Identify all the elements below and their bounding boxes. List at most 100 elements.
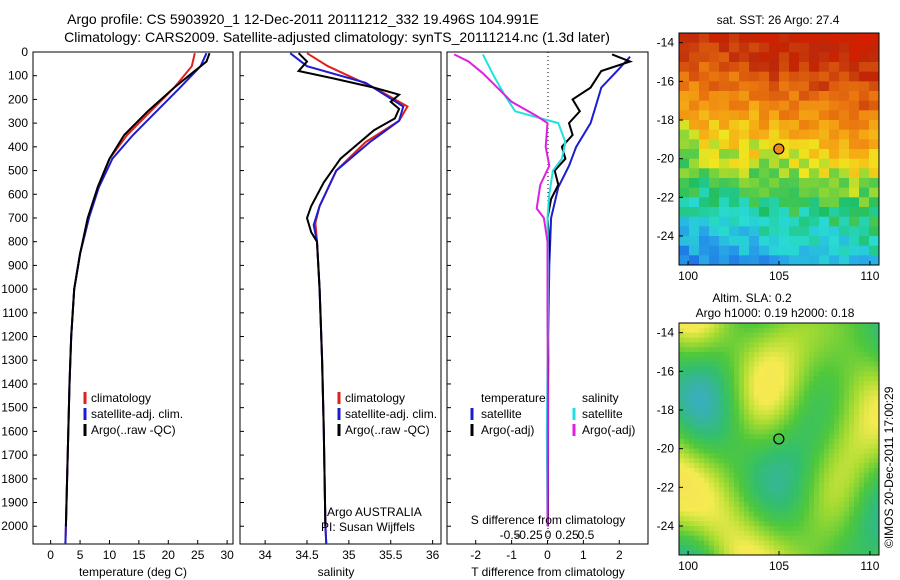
sla-cell [689, 381, 695, 387]
sla-cell [869, 463, 875, 469]
sla-cell [844, 381, 850, 387]
sst-cell [829, 197, 840, 208]
sla-cell [824, 482, 830, 488]
sla-cell [709, 487, 715, 493]
sla-cell [874, 477, 880, 483]
sst-cell [679, 149, 690, 160]
sla-cell [829, 405, 835, 411]
sla-cell [744, 410, 750, 416]
sla-cell [809, 535, 815, 541]
sst-cell [679, 168, 690, 179]
sst-cell [799, 110, 810, 121]
sla-cell [769, 458, 775, 464]
sla-cell [709, 535, 715, 541]
sla-cell [744, 511, 750, 517]
sla-cell [724, 477, 730, 483]
sla-cell [749, 352, 755, 358]
map-x-tick-label: 100 [678, 559, 698, 573]
sla-cell [684, 439, 690, 445]
sla-cell [729, 530, 735, 537]
sla-cell [679, 477, 685, 483]
sst-cell [689, 255, 700, 266]
sla-cell [864, 492, 870, 498]
sla-cell [769, 511, 775, 517]
sla-cell [859, 323, 865, 329]
sla-cell [819, 385, 825, 392]
sla-cell [689, 545, 695, 551]
sla-cell [804, 550, 810, 556]
sla-cell [699, 366, 705, 372]
sla-cell [844, 453, 850, 459]
sla-cell [784, 410, 790, 416]
sla-cell [779, 323, 785, 329]
sla-cell [814, 511, 820, 517]
sla-cell [739, 400, 745, 406]
sst-cell [689, 158, 700, 169]
sla-cell [794, 530, 800, 537]
sst-cell [699, 178, 710, 189]
sst-cell [709, 62, 720, 73]
sla-cell [684, 385, 690, 392]
sla-cell [854, 530, 860, 537]
sla-cell [729, 332, 735, 338]
sst-cell [719, 158, 730, 169]
sla-cell [834, 468, 840, 474]
sla-cell [859, 468, 865, 474]
sla-cell [804, 352, 810, 358]
sla-cell [719, 327, 725, 334]
sla-map-title-line2: Argo h1000: 0.19 h2000: 0.18 [696, 306, 855, 320]
sla-cell [734, 448, 740, 454]
sla-cell [754, 448, 760, 454]
sla-cell [834, 463, 840, 469]
sst-cell [779, 62, 790, 73]
sla-cell [804, 540, 810, 546]
sst-cell [759, 110, 770, 121]
sst-cell [709, 33, 720, 44]
sst-cell [759, 62, 770, 73]
sla-cell [689, 352, 695, 358]
sla-cell [844, 429, 850, 435]
sla-cell [694, 366, 700, 372]
sst-cell [849, 91, 860, 102]
sla-cell [794, 463, 800, 469]
sla-cell [874, 342, 880, 348]
sla-cell [734, 434, 740, 440]
sla-cell [749, 468, 755, 474]
sla-cell [844, 487, 850, 493]
sla-cell [719, 337, 725, 343]
sla-cell [759, 458, 765, 464]
sla-cell [819, 521, 825, 527]
sst-cell [849, 81, 860, 92]
sla-cell [699, 439, 705, 445]
sla-cell [794, 332, 800, 338]
sla-cell [709, 390, 715, 396]
sla-cell [824, 381, 830, 387]
sla-cell [729, 511, 735, 517]
sla-cell [749, 545, 755, 551]
sst-cell [839, 236, 850, 247]
sla-cell [719, 448, 725, 454]
sst-cell [799, 197, 810, 208]
sla-cell [754, 492, 760, 498]
sla-cell [779, 511, 785, 517]
sst-cell [809, 33, 820, 44]
sst-cell [799, 33, 810, 44]
sst-cell [839, 139, 850, 150]
sst-cell [869, 255, 880, 266]
sla-cell [839, 366, 845, 372]
sla-cell [714, 414, 720, 421]
sla-cell [764, 429, 770, 435]
sst-cell [739, 178, 750, 189]
sla-cell [784, 439, 790, 445]
sla-cell [824, 429, 830, 435]
sla-cell [694, 376, 700, 382]
sst-cell [859, 129, 870, 140]
sla-cell [814, 352, 820, 358]
sla-cell [829, 347, 835, 353]
sst-cell [759, 178, 770, 189]
sla-cell [859, 424, 865, 430]
sla-cell [829, 492, 835, 498]
sla-cell [799, 439, 805, 445]
sla-cell [864, 516, 870, 522]
sla-cell [789, 395, 795, 401]
